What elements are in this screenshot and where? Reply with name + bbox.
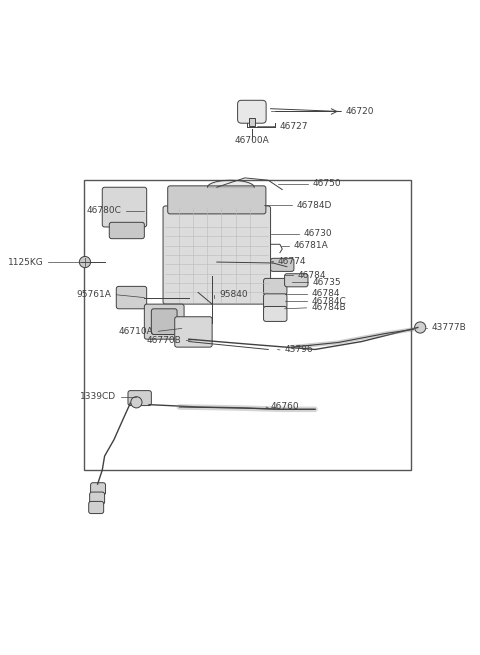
FancyBboxPatch shape <box>175 317 212 347</box>
Text: 43777B: 43777B <box>432 323 467 332</box>
FancyBboxPatch shape <box>90 492 105 504</box>
Text: 46770B: 46770B <box>147 336 182 345</box>
FancyBboxPatch shape <box>264 294 287 309</box>
Text: 46784C: 46784C <box>311 297 346 306</box>
FancyBboxPatch shape <box>89 502 104 514</box>
Text: 1339CD: 1339CD <box>80 392 116 402</box>
Circle shape <box>415 322 426 333</box>
FancyBboxPatch shape <box>163 206 271 304</box>
Text: 46780C: 46780C <box>86 206 121 215</box>
Text: 95761A: 95761A <box>77 290 112 299</box>
FancyBboxPatch shape <box>109 222 144 238</box>
FancyBboxPatch shape <box>91 483 106 495</box>
Circle shape <box>79 257 91 268</box>
Text: 46710A: 46710A <box>119 327 154 336</box>
Text: 1125KG: 1125KG <box>8 257 44 267</box>
Bar <box>84 180 411 470</box>
Text: 46774: 46774 <box>277 257 306 266</box>
Text: 46730: 46730 <box>303 229 332 238</box>
Text: 46750: 46750 <box>312 179 341 188</box>
FancyBboxPatch shape <box>144 304 184 339</box>
Circle shape <box>131 397 142 408</box>
FancyBboxPatch shape <box>128 390 151 405</box>
FancyBboxPatch shape <box>238 100 266 123</box>
FancyBboxPatch shape <box>271 258 294 271</box>
Text: 46720: 46720 <box>346 107 374 115</box>
FancyBboxPatch shape <box>168 186 266 214</box>
Text: 43796: 43796 <box>285 345 313 354</box>
Text: 46784: 46784 <box>297 271 326 280</box>
FancyBboxPatch shape <box>264 278 287 295</box>
Text: 46784: 46784 <box>311 290 340 298</box>
FancyBboxPatch shape <box>102 187 147 227</box>
FancyBboxPatch shape <box>116 286 147 309</box>
Text: 46760: 46760 <box>271 402 299 411</box>
Text: 46700A: 46700A <box>235 136 269 145</box>
Text: 46784D: 46784D <box>296 200 332 210</box>
FancyBboxPatch shape <box>151 309 177 335</box>
Text: 46781A: 46781A <box>294 241 329 250</box>
FancyBboxPatch shape <box>285 274 308 287</box>
FancyBboxPatch shape <box>264 307 287 322</box>
Text: 46735: 46735 <box>312 278 341 287</box>
Text: 95840: 95840 <box>219 290 248 299</box>
Text: 46784B: 46784B <box>311 303 346 312</box>
Bar <box>249 118 255 126</box>
Text: 46727: 46727 <box>280 122 309 131</box>
